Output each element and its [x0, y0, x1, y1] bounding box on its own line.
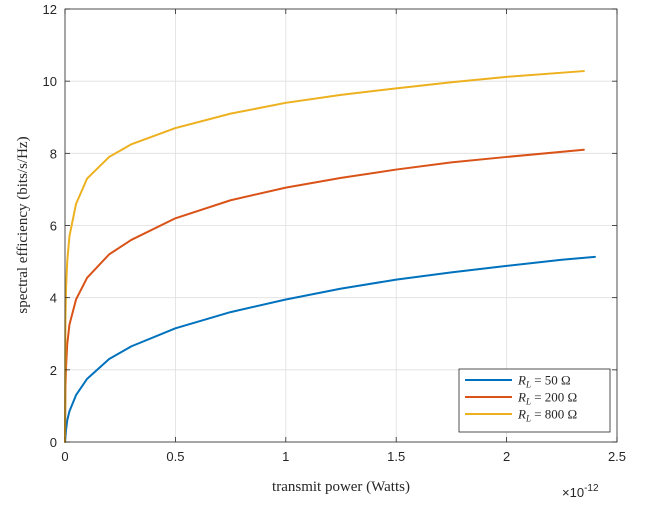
y-tick-label: 0 — [50, 435, 57, 450]
x-exponent-base: ×10 — [562, 485, 584, 500]
legend-label-rest: = 50 Ω — [531, 373, 571, 388]
x-exponent-power: -12 — [584, 483, 599, 494]
legend-label-rest: = 800 Ω — [531, 407, 577, 422]
x-tick-label: 1.5 — [387, 449, 405, 464]
series-line-1 — [64, 148, 585, 443]
y-tick-label: 2 — [50, 363, 57, 378]
y-tick-label: 4 — [50, 291, 57, 306]
x-tick-label: 0.5 — [166, 449, 184, 464]
y-tick-label: 12 — [43, 2, 57, 17]
series-line-0 — [64, 255, 596, 443]
legend-items: RL = 50 ΩRL = 200 ΩRL = 800 Ω — [465, 373, 577, 424]
x-tick-label: 2 — [503, 449, 510, 464]
ticks: 0 0.5 1 1.5 2 2.5 0 2 4 6 8 10 12 — [43, 2, 627, 464]
legend-label-0: RL = 50 Ω — [517, 373, 571, 390]
y-tick-label: 8 — [50, 146, 57, 161]
series-lines — [64, 70, 596, 443]
grid — [64, 8, 618, 443]
legend: RL = 50 ΩRL = 200 ΩRL = 800 Ω — [458, 368, 611, 433]
y-axis-label: spectral efficiency (bits/s/Hz) — [15, 136, 31, 313]
x-axis-label: transmit power (Watts) — [272, 479, 410, 495]
x-tick-label: 0 — [61, 449, 68, 464]
legend-label-main: R — [517, 407, 526, 422]
y-tick-label: 6 — [50, 219, 57, 234]
x-exponent-label: ×10-12 — [562, 483, 599, 500]
legend-label-sub: L — [525, 414, 531, 424]
x-tick-label: 2.5 — [608, 449, 626, 464]
legend-label-2: RL = 800 Ω — [517, 407, 577, 424]
x-tick-label: 1 — [282, 449, 289, 464]
legend-label-main: R — [517, 390, 526, 405]
y-tick-label: 10 — [43, 74, 57, 89]
legend-label-sub: L — [525, 380, 531, 390]
legend-label-main: R — [517, 373, 526, 388]
series-line-2 — [64, 70, 585, 443]
legend-label-rest: = 200 Ω — [531, 390, 577, 405]
legend-label-sub: L — [525, 397, 531, 407]
legend-label-1: RL = 200 Ω — [517, 390, 577, 407]
